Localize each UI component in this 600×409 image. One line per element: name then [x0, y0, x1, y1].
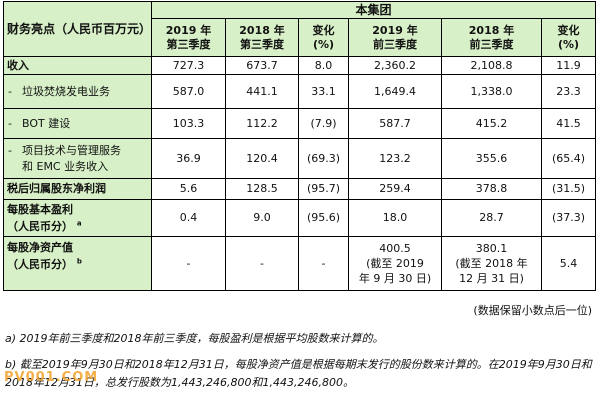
table-cell: -	[151, 236, 226, 291]
table-row-eps: 每股基本盈利 （人民币分） a 0.4 9.0 (95.6) 18.0 28.7 …	[3, 199, 597, 237]
table-cell: 1,338.0	[441, 74, 542, 109]
column-header: 变化 (%)	[540, 18, 597, 57]
table-cell: (69.3)	[298, 138, 349, 179]
table-cell: 441.1	[225, 74, 299, 109]
table-cell: 0.4	[151, 199, 226, 237]
table-row-revenue: 收入 727.3 673.7 8.0 2,360.2 2,108.8 11.9	[3, 56, 597, 75]
nav-date-note: 年 9 月 30 日)	[358, 272, 432, 285]
table-cell: 259.4	[348, 178, 442, 200]
table-row-net-profit: 税后归属股东净利润 5.6 128.5 (95.7) 259.4 378.8 (…	[3, 178, 597, 200]
table-cell: 23.3	[540, 74, 597, 109]
table-cell: 673.7	[225, 56, 299, 75]
table-row-bot: - BOT 建设 103.3 112.2 (7.9) 587.7 415.2 41…	[3, 108, 597, 139]
nav-date-note: (截至 2019	[366, 257, 424, 270]
row-label: - BOT 建设	[3, 108, 152, 139]
table-cell: 128.5	[225, 178, 299, 200]
table-cell: 380.1 (截至 2018 年 12 月 31 日)	[441, 236, 542, 291]
column-header-row: 2019 年第三季度 2018 年第三季度 变化 (%) 2019 年前三季度 2…	[4, 18, 597, 57]
table-cell: (95.6)	[298, 199, 349, 237]
table-cell: 587.7	[348, 108, 442, 139]
column-header: 变化 (%)	[298, 18, 349, 57]
table-cell: 727.3	[151, 56, 226, 75]
footnote-a: a) 2019年前三季度和2018年前三季度，每股盈利是根据平均股数来计算的。	[5, 332, 384, 345]
table-cell: 120.4	[225, 138, 299, 179]
table-cell: 8.0	[298, 56, 349, 75]
table-cell: 36.9	[151, 138, 226, 179]
table-cell: (95.7)	[298, 178, 349, 200]
row-label: 每股净资产值 （人民币分） b	[3, 236, 152, 291]
financial-highlights-table: 财务亮点（人民币百万元） 本集团 2019 年第三季度 2018 年第三季度 变…	[3, 1, 597, 291]
table-cell: 5.4	[540, 236, 597, 291]
table-cell: 2,108.8	[441, 56, 542, 75]
table-cell: 1,649.4	[348, 74, 442, 109]
column-header: 2018 年前三季度	[441, 18, 542, 57]
table-row-emc: - 项目技术与管理服务和 EMC 业务收入 36.9 120.4 (69.3) 1…	[3, 138, 597, 179]
table-cell: -	[225, 236, 299, 291]
table-cell: 415.2	[441, 108, 542, 139]
column-header: 2018 年第三季度	[225, 18, 299, 57]
table-cell: -	[298, 236, 349, 291]
table-cell: 11.9	[540, 56, 597, 75]
nav-date-note: (截至 2018 年	[455, 257, 528, 270]
table-cell: 18.0	[348, 199, 442, 237]
table-cell: 123.2	[348, 138, 442, 179]
table-cell: (37.3)	[540, 199, 597, 237]
table-cell: 378.8	[441, 178, 542, 200]
table-cell: 5.6	[151, 178, 226, 200]
table-cell: 28.7	[441, 199, 542, 237]
table-cell: 355.6	[441, 138, 542, 179]
table-row-waste: - 垃圾焚烧发电业务 587.0 441.1 33.1 1,649.4 1,338…	[3, 74, 597, 109]
table-cell: (31.5)	[540, 178, 597, 200]
table-cell: (7.9)	[298, 108, 349, 139]
row-label: 税后归属股东净利润	[3, 178, 152, 200]
table-cell: 112.2	[225, 108, 299, 139]
table-cell: 400.5 (截至 2019 年 9 月 30 日)	[348, 236, 442, 291]
row-label: - 项目技术与管理服务和 EMC 业务收入	[3, 138, 152, 179]
table-row-nav: 每股净资产值 （人民币分） b - - - 400.5 (截至 2019 年 9 月 …	[3, 236, 597, 291]
row-label: 收入	[3, 56, 152, 75]
nav-date-note: 12 月 31 日)	[459, 272, 524, 285]
column-header: 2019 年第三季度	[151, 18, 226, 57]
row-label: 每股基本盈利 （人民币分） a	[3, 199, 152, 237]
table-corner-header: 财务亮点（人民币百万元）	[3, 1, 152, 57]
row-label: - 垃圾焚烧发电业务	[3, 74, 152, 109]
footnote-b: b) 截至2019年9月30日和2018年12月31日，每股净资产值是根据每期末…	[5, 358, 592, 389]
footnote-marker-a: a	[76, 219, 82, 228]
table-cell: (65.4)	[540, 138, 597, 179]
table-cell: 103.3	[151, 108, 226, 139]
table-cell: 587.0	[151, 74, 226, 109]
table-cell: 9.0	[225, 199, 299, 237]
group-header: 本集团	[150, 1, 597, 19]
unit-note: (数据保留小数点后一位)	[473, 304, 592, 317]
footnote-marker-b: b	[76, 257, 82, 266]
table-cell: 2,360.2	[348, 56, 442, 75]
table-cell: 41.5	[540, 108, 597, 139]
column-header: 2019 年前三季度	[348, 18, 442, 57]
watermark: PV001.COM	[4, 370, 99, 385]
table-cell: 33.1	[298, 74, 349, 109]
